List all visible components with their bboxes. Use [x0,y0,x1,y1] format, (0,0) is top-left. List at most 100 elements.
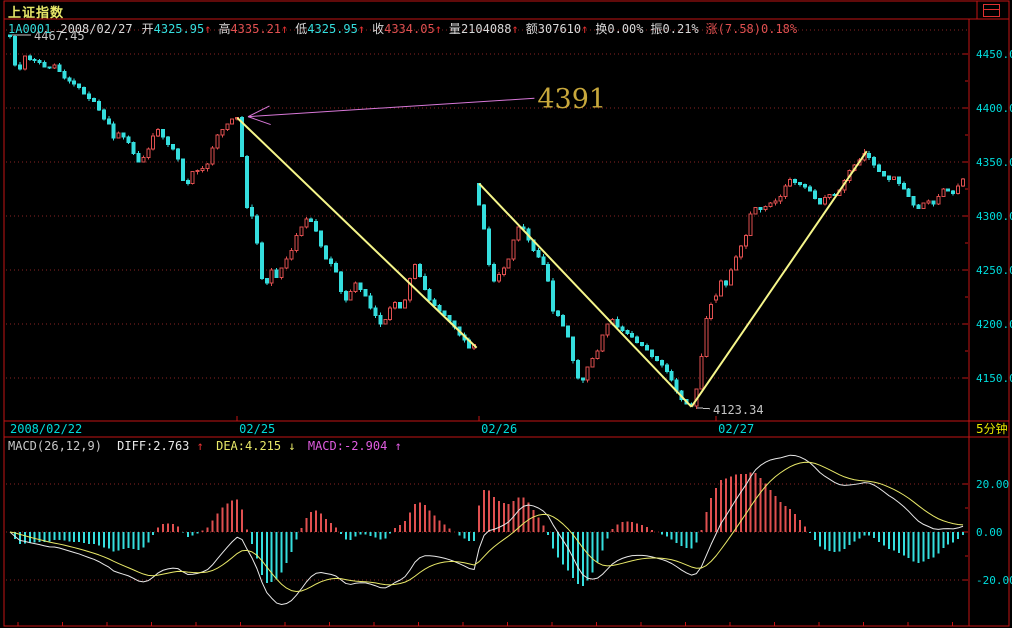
candle-up [699,355,704,390]
candle-down [867,152,872,159]
candle-down [111,123,116,139]
candle-down [491,264,496,282]
candle-down [896,176,901,185]
peak-price-callout: 4391 [537,84,606,115]
candle-down [575,360,580,379]
price-axis-label: 4200.0 [976,318,1012,331]
macd-layer [9,454,965,606]
period-daily-button[interactable] [983,4,1000,17]
candle-down [541,256,546,266]
price-axis-label: 4450.0 [976,48,1012,61]
candle-down [427,288,432,301]
candle-down [886,175,891,180]
candle-up [516,226,521,241]
candle-up [141,157,146,163]
quote-info-bar: 1A0001 2008/02/27 开4325.95↑ 高4335.21↑ 低4325.… [8,20,804,37]
candle-up [299,226,304,236]
candle-down [556,310,561,316]
candle-down [911,196,916,206]
candle-up [773,200,778,204]
candle-down [565,325,570,338]
quote-field: 量2104088↑ [449,22,519,36]
trendline [236,116,478,349]
candle-up [279,267,284,279]
up-arrow-icon: ↑ [434,22,442,36]
candle-down [328,258,333,265]
candle-up [289,250,294,260]
low-price-label: 4123.34 [713,403,764,417]
candle-up [210,147,215,165]
candle-up [511,239,516,260]
quote-field-value: 4335.21 [230,22,282,36]
candle-down [758,206,763,211]
candle-up [600,334,605,352]
candle-up [304,218,309,228]
macd-dea-value: DEA:4.215 [216,439,282,453]
up-arrow-icon: ↑ [394,439,402,453]
quote-field-label: 额 [525,22,538,36]
candle-down [121,132,126,138]
labels-layer: 4450.0 4400.0 4350.0 4300.0 4250.0 4200.0 4150… [10,29,1012,587]
quote-field: 振0.21% [651,22,699,36]
candle-up [941,188,946,198]
period-label[interactable]: 5分钟 [976,421,1008,436]
quote-field: 高4335.21↑ [218,22,288,36]
candle-down [659,360,664,366]
up-arrow-icon: ↑ [281,22,289,36]
candle-down [373,307,378,316]
candle-up [788,178,793,187]
candle-up [225,123,230,131]
candle-down [358,282,363,290]
candle-down [882,171,887,177]
candle-up [778,196,783,202]
candle-up [961,178,966,187]
callout-arrowhead [247,105,270,118]
index-title: 上证指数 [8,6,65,21]
candle-down [561,314,566,327]
candle-up [783,185,788,198]
candle-down [136,152,141,163]
macd-diff-value: DIFF:2.763 [117,439,190,453]
quote-date: 2008/02/27 [60,22,133,36]
candle-down [42,62,47,68]
quote-field-value: 4325.95 [307,22,358,36]
macd-axis-label: -20.00 [976,574,1012,587]
candle-up [22,55,27,70]
candle-down [101,109,106,120]
candle-up [215,134,220,149]
candle-up [719,280,724,297]
candle-up [190,171,195,185]
candle-up [738,245,743,258]
price-axis-label: 4400.0 [976,102,1012,115]
date-label: 02/26 [481,422,517,436]
candle-up [230,118,235,125]
quote-field: 开4325.95↑ [142,22,212,36]
candle-down [17,64,22,70]
candle-up [728,269,733,286]
candle-up [748,213,753,236]
candle-up [585,366,590,381]
candle-up [956,185,961,194]
candle-down [916,204,921,209]
candle-down [32,58,37,61]
quote-field-value: 2104088 [460,22,512,36]
candle-up [269,269,274,284]
candle-up [714,295,719,301]
candle-up [52,64,57,69]
quote-field: 换0.00% [595,22,643,36]
price-axis-label: 4150.0 [976,372,1012,385]
borders-layer [3,0,1010,627]
quote-field: 收4334.05↑ [372,22,442,36]
candle-down [901,183,906,190]
candle-up [205,163,210,169]
candle-up [156,129,161,137]
macd-indicator-header: MACD(26,12,9) DIFF:2.763 ↑ DEA:4.215 ↓ M… [8,439,402,453]
candle-down [486,228,491,266]
candle-up [827,193,832,199]
candle-down [8,34,12,38]
candle-down [264,278,269,284]
candle-down [812,190,817,200]
callout-arrow-line [247,97,535,118]
macd-dea-line [9,461,964,593]
